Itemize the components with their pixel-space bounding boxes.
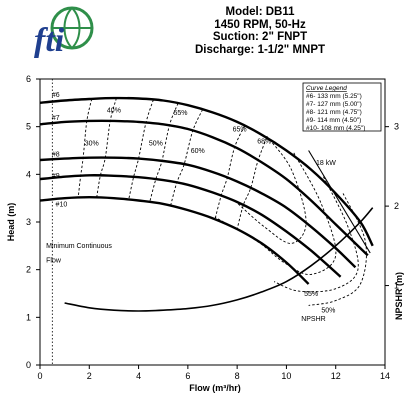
- efficiency-contour: [273, 176, 359, 293]
- efficiency-contour: [170, 109, 204, 206]
- efficiency-label: 50%: [321, 308, 335, 315]
- efficiency-contour: [236, 137, 268, 230]
- efficiency-label: 68%: [257, 138, 271, 145]
- series-line-trim-6: [39, 96, 374, 247]
- annotation: Flow: [46, 258, 62, 265]
- x-tick-label: 6: [185, 371, 190, 381]
- efficiency-label: 50%: [149, 141, 163, 148]
- chart-labels: #6 #7 #8 #9 #10 30% 40% 50% 55% 60% 65% 68% 55% 50% 18…: [46, 92, 336, 323]
- x-tick-label: 8: [235, 371, 240, 381]
- legend-entry: #6- 133 mm (5.25"): [306, 93, 362, 100]
- y-tick-label: 4: [26, 169, 31, 179]
- x-tick-label: 12: [331, 371, 341, 381]
- logo-globe-meridian: [53, 7, 91, 49]
- efficiency-label: 40%: [107, 107, 121, 114]
- logo-text: fti: [34, 22, 65, 59]
- efficiency-contour: [214, 152, 337, 275]
- legend: Curve Legend #6- 133 mm (5.25") #7- 127 …: [302, 82, 382, 132]
- annotation: 18 kW: [316, 160, 336, 167]
- x-axis-label: Flow (m³/hr): [189, 383, 241, 393]
- y-tick-label: 1: [26, 312, 31, 322]
- y-tick-label: 5: [26, 122, 31, 132]
- series-line-trim-9: [39, 174, 342, 278]
- efficiency-label: 55%: [173, 110, 187, 117]
- efficiency-contour: [308, 193, 367, 306]
- model-label: Model: DB11: [225, 6, 295, 18]
- series-line-npshr: [64, 207, 374, 312]
- series-label: #9: [52, 173, 60, 180]
- y-tick-label: 2: [26, 265, 31, 275]
- efficiency-contour: [128, 99, 154, 200]
- series-label: #7: [52, 115, 60, 122]
- efficiency-contour: [149, 103, 179, 203]
- power-line-18kw: [308, 150, 371, 254]
- x-tick-label: 14: [380, 371, 390, 381]
- pump-header: Model: DB11 1450 RPM, 50-Hz Suction: 2" …: [150, 6, 370, 56]
- y-axis-label: Head (m): [6, 203, 16, 242]
- series-line-trim-8: [39, 156, 357, 269]
- efficiency-label: 60%: [191, 148, 205, 155]
- y-tick-label: 3: [26, 217, 31, 227]
- series-label: #10: [56, 202, 68, 209]
- efficiency-contour: [236, 135, 307, 244]
- x-tick-label: 0: [37, 371, 42, 381]
- legend-title: Curve Legend: [306, 85, 347, 92]
- legend-entry: #10- 108 mm (4.25"): [306, 125, 365, 132]
- fti-logo: fti: [34, 6, 94, 59]
- series-line-trim-7: [39, 119, 369, 257]
- efficiency-label: 55%: [304, 291, 318, 298]
- annotation: NPSHR: [301, 316, 326, 323]
- suction-label: Suction: 2" FNPT: [212, 31, 308, 44]
- x-tick-label: 4: [136, 371, 141, 381]
- x-tick-label: 10: [281, 371, 291, 381]
- legend-box: [302, 82, 382, 132]
- y2-tick-label: 3: [394, 122, 399, 132]
- series-label: #8: [52, 152, 60, 159]
- y2-tick-label: 1: [394, 281, 399, 291]
- speed-label: 1450 RPM, 50-Hz: [214, 18, 306, 31]
- y2-axis-label: NPSHR (m): [394, 272, 404, 320]
- efficiency-label: 30%: [85, 141, 99, 148]
- annotation: Minimum Continuous: [46, 243, 112, 250]
- series-label: #6: [52, 92, 60, 99]
- y2-tick-label: 2: [394, 201, 399, 211]
- discharge-label: Discharge: 1-1/2" MNPT: [194, 43, 326, 56]
- y-tick-label: 0: [26, 360, 31, 370]
- series-line-trim-10: [39, 195, 310, 285]
- x-tick-label: 2: [87, 371, 92, 381]
- legend-entry: #7- 127 mm (5.00"): [306, 101, 362, 108]
- efficiency-label: 65%: [233, 126, 247, 133]
- y-tick-label: 6: [26, 74, 31, 84]
- efficiency-contour: [77, 98, 93, 198]
- legend-entry: #8- 121 mm (4.75"): [306, 109, 362, 116]
- head-curves: [39, 96, 374, 312]
- legend-entry: #9- 114 mm (4.50"): [306, 117, 361, 124]
